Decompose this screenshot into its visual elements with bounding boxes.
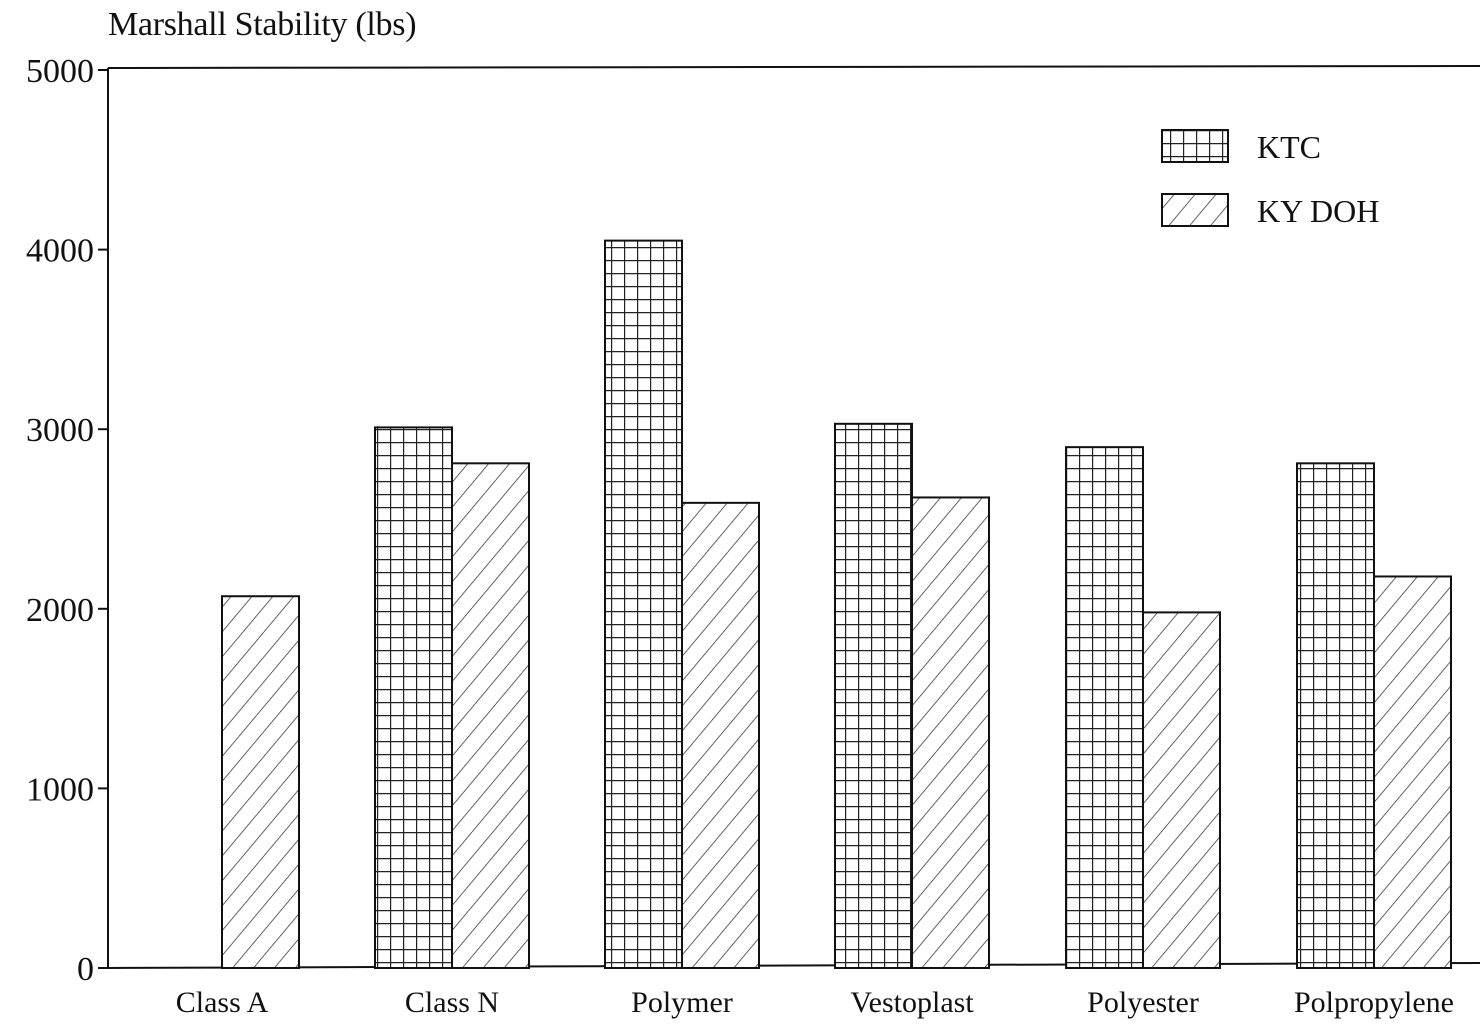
x-tick-label: Class A	[176, 986, 269, 1019]
x-tick-label: Polyester	[1087, 986, 1199, 1019]
y-tick-label: 2000	[26, 592, 94, 629]
bar-ky-doh-polymer	[681, 501, 760, 969]
bar-ky-doh-polpropylene	[1373, 575, 1452, 969]
legend-label: KY DOH	[1257, 193, 1379, 229]
legend-swatch-ktc	[1161, 129, 1229, 163]
bar-ktc-polpropylene	[1296, 462, 1375, 969]
bar-ky-doh-class-n	[451, 462, 530, 969]
x-tick-label: Polpropylene	[1294, 986, 1454, 1019]
x-tick-label: Class N	[405, 986, 499, 1019]
bar-ky-doh-class-a	[221, 595, 300, 970]
y-tick-label: 0	[77, 951, 94, 988]
y-tick-label: 5000	[26, 53, 94, 90]
top-frame-line	[107, 65, 1480, 69]
bar-ky-doh-polyester	[1142, 611, 1221, 970]
legend-swatch-ky-doh	[1161, 193, 1229, 227]
bar-ktc-polyester	[1065, 446, 1144, 970]
x-tick-label: Vestoplast	[850, 986, 974, 1019]
x-tick-label: Polymer	[631, 986, 733, 1019]
bar-ky-doh-vestoplast	[911, 496, 990, 969]
legend-label: KTC	[1257, 129, 1321, 165]
bar-ktc-class-n	[374, 426, 453, 969]
y-axis-title: Marshall Stability (lbs)	[108, 6, 417, 43]
y-tick-label: 1000	[26, 771, 94, 808]
y-tick-label: 4000	[26, 233, 94, 270]
bar-ktc-vestoplast	[834, 422, 913, 969]
y-tick-label: 3000	[26, 412, 94, 449]
bar-ktc-polymer	[604, 239, 683, 969]
x-axis-line	[107, 962, 1480, 969]
